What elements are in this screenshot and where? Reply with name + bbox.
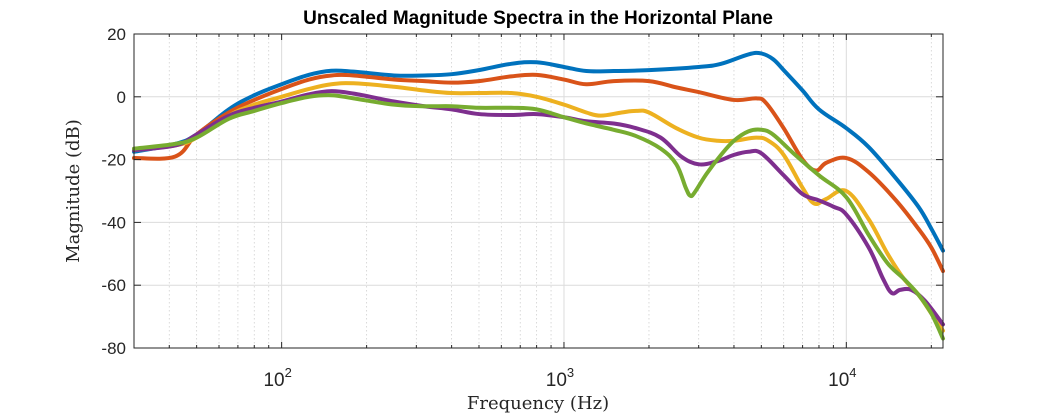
y-tick-label: -60: [101, 276, 126, 295]
plot-frame: [133, 33, 944, 349]
series-line-4: [132, 89, 945, 327]
x-tick-label: 102: [263, 365, 291, 391]
y-tick-label: -80: [101, 339, 126, 358]
series-line-5: [132, 93, 945, 341]
grid-lines: [133, 33, 943, 349]
y-tick-labels: 20 0 -20 -40 -60 -80: [101, 25, 126, 358]
series-line-3: [132, 81, 945, 333]
x-tick-labels: 102 103 104: [263, 365, 856, 391]
chart-title: Unscaled Magnitude Spectra in the Horizo…: [303, 8, 773, 29]
series-layer: [132, 50, 945, 341]
series-line-1: [132, 50, 945, 253]
series-line-2: [132, 72, 945, 274]
y-tick-label: 20: [107, 25, 126, 44]
y-tick-label: 0: [117, 88, 126, 107]
x-axis-label: Frequency (Hz): [467, 393, 609, 414]
y-axis-label: Magnitude (dB): [63, 119, 84, 263]
y-tick-label: -40: [101, 213, 126, 232]
tick-marks: [133, 33, 943, 349]
y-tick-label: -20: [101, 151, 126, 170]
x-tick-label: 103: [546, 365, 574, 391]
x-tick-label: 104: [828, 365, 856, 391]
